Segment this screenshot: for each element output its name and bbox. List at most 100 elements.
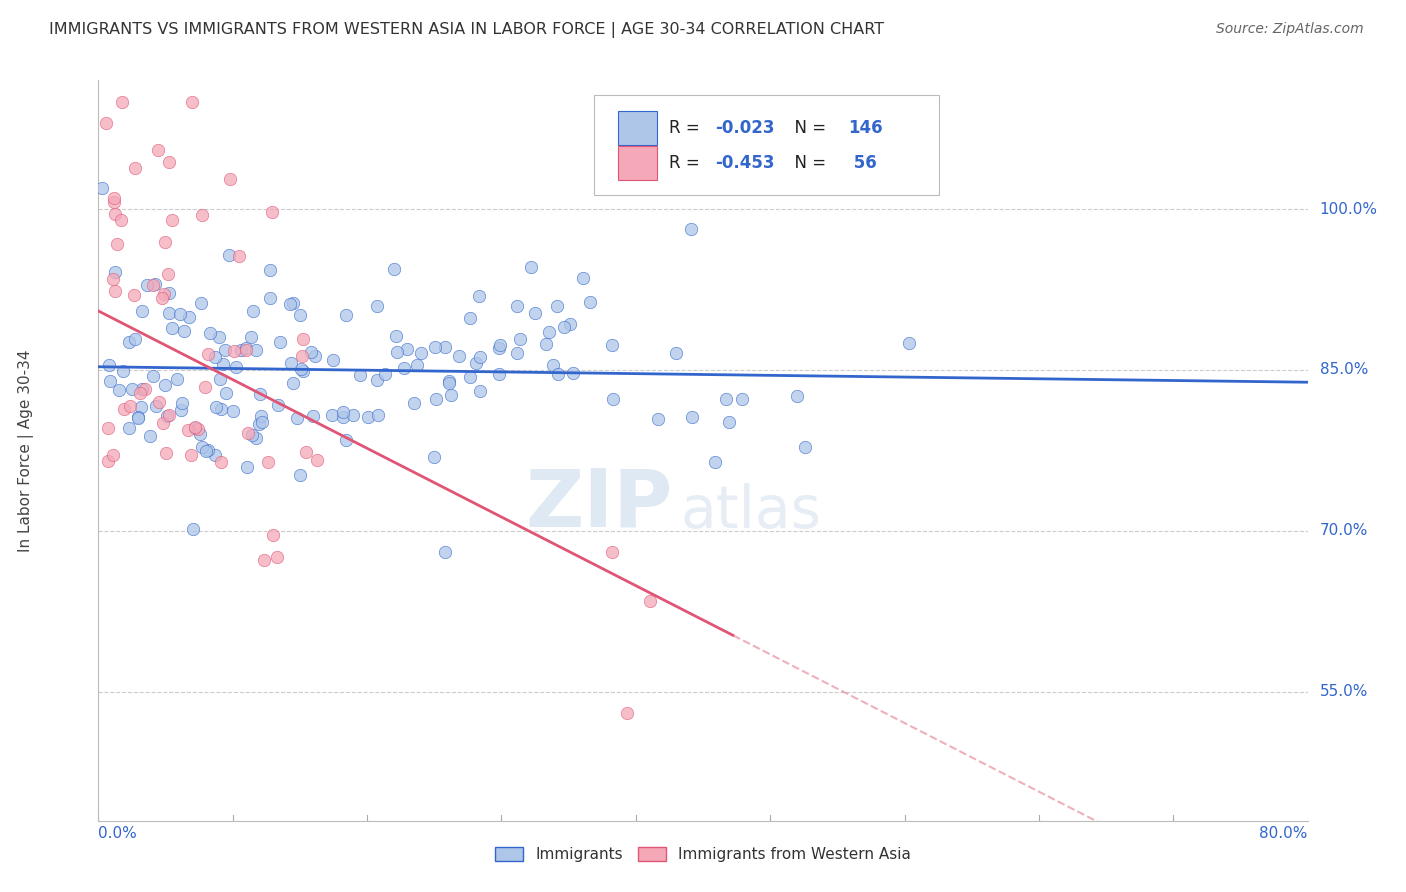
Point	[90, 180, 112, 194]
Point	[558, 317, 581, 331]
Point	[305, 453, 328, 467]
Point	[425, 341, 447, 355]
Point	[357, 410, 380, 425]
Point	[467, 289, 489, 303]
Point	[197, 347, 219, 361]
Point	[131, 382, 153, 396]
Text: atlas: atlas	[681, 483, 821, 541]
Point	[145, 400, 167, 414]
Point	[266, 550, 288, 565]
Point	[321, 408, 343, 422]
Point	[222, 404, 245, 418]
FancyBboxPatch shape	[595, 95, 939, 195]
Point	[240, 427, 263, 442]
Point	[460, 370, 482, 384]
Point	[94, 116, 117, 130]
Point	[468, 350, 491, 364]
Point	[152, 417, 174, 431]
Point	[440, 388, 463, 402]
Point	[127, 411, 149, 425]
Point	[290, 362, 312, 376]
Point	[155, 445, 177, 459]
Point	[262, 528, 284, 542]
Point	[897, 336, 920, 351]
Point	[409, 346, 432, 360]
Point	[541, 358, 564, 372]
Point	[204, 448, 226, 462]
Point	[204, 351, 226, 365]
Point	[110, 212, 132, 227]
Point	[181, 95, 204, 109]
Point	[218, 248, 240, 262]
Point	[488, 367, 510, 381]
Point	[259, 291, 281, 305]
Point	[195, 444, 218, 458]
Point	[704, 455, 727, 469]
Point	[180, 448, 202, 462]
Point	[349, 368, 371, 382]
Point	[295, 445, 318, 459]
Point	[250, 409, 273, 423]
Text: 70.0%: 70.0%	[1320, 524, 1368, 539]
Point	[177, 423, 200, 437]
Point	[245, 343, 267, 357]
Text: -0.453: -0.453	[716, 154, 775, 172]
Point	[262, 205, 284, 219]
Point	[392, 361, 415, 376]
Point	[198, 326, 221, 340]
Text: IMMIGRANTS VS IMMIGRANTS FROM WESTERN ASIA IN LABOR FORCE | AGE 30-34 CORRELATIO: IMMIGRANTS VS IMMIGRANTS FROM WESTERN AS…	[49, 22, 884, 38]
Point	[98, 374, 121, 388]
Point	[291, 349, 314, 363]
Point	[153, 235, 176, 249]
Point	[524, 306, 547, 320]
Point	[97, 359, 120, 373]
Point	[215, 386, 238, 401]
Point	[304, 349, 326, 363]
Text: 146: 146	[848, 120, 883, 137]
Point	[188, 426, 211, 441]
Point	[520, 260, 543, 274]
Point	[404, 396, 426, 410]
Point	[97, 454, 120, 468]
Point	[786, 389, 808, 403]
Text: R =: R =	[669, 120, 706, 137]
Point	[292, 332, 315, 346]
Point	[141, 368, 163, 383]
Point	[143, 277, 166, 291]
Point	[374, 368, 396, 382]
Point	[505, 346, 527, 360]
Point	[235, 343, 257, 357]
Text: 100.0%: 100.0%	[1320, 202, 1378, 217]
Point	[283, 376, 305, 391]
Point	[681, 409, 703, 424]
Point	[117, 421, 139, 435]
Point	[124, 161, 146, 175]
Point	[184, 420, 207, 434]
Point	[169, 307, 191, 321]
Point	[148, 395, 170, 409]
Text: N =: N =	[785, 120, 831, 137]
Point	[488, 338, 510, 352]
Point	[366, 373, 388, 387]
Point	[191, 440, 214, 454]
Point	[101, 448, 124, 462]
Point	[488, 341, 510, 355]
Text: 80.0%: 80.0%	[1260, 826, 1308, 841]
Point	[134, 383, 156, 397]
Point	[335, 433, 357, 447]
Point	[465, 356, 488, 370]
Point	[160, 213, 183, 227]
Point	[714, 392, 737, 406]
Point	[121, 382, 143, 396]
Point	[366, 299, 388, 313]
Point	[285, 411, 308, 425]
Point	[292, 364, 315, 378]
Point	[547, 368, 569, 382]
Point	[534, 336, 557, 351]
Point	[156, 409, 179, 423]
Text: 55.0%: 55.0%	[1320, 684, 1368, 699]
Point	[537, 325, 560, 339]
Point	[249, 386, 271, 401]
Point	[280, 356, 302, 370]
Point	[155, 378, 177, 392]
